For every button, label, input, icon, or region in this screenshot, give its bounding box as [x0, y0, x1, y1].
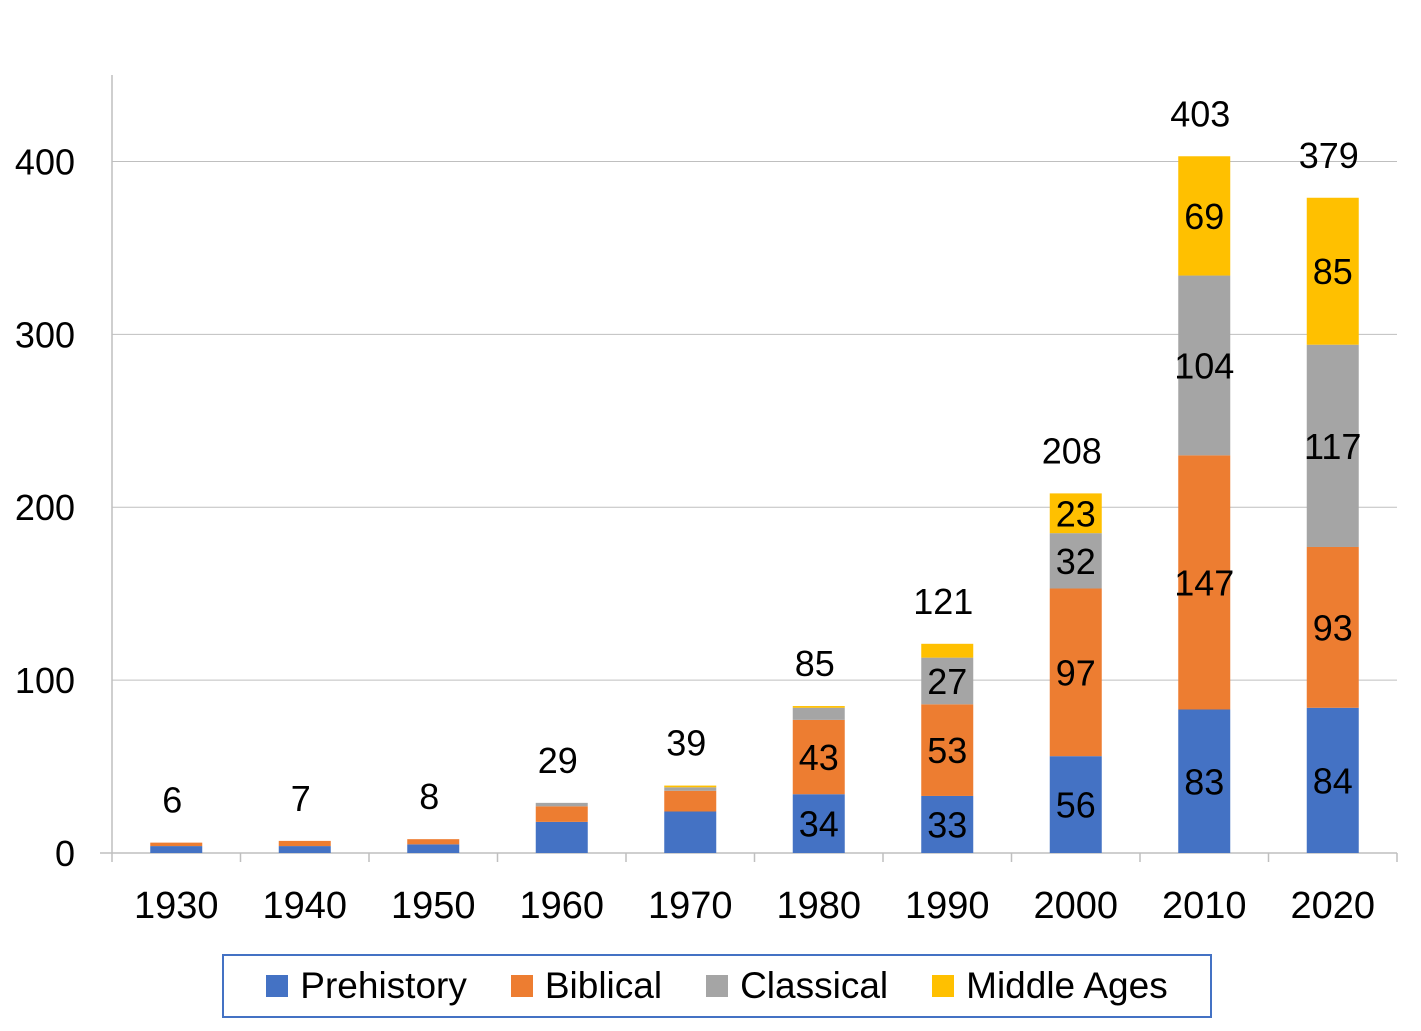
legend-item-middle-ages: Middle Ages — [932, 965, 1168, 1007]
legend-label: Biblical — [544, 965, 663, 1006]
segment-data-label: 97 — [1056, 652, 1096, 693]
bar-segment — [535, 802, 588, 807]
bar-segment — [792, 794, 845, 853]
segment-data-label: 93 — [1313, 607, 1353, 648]
bar-segment — [278, 840, 331, 847]
bar-segment — [664, 790, 717, 812]
x-tick-label: 1990 — [905, 885, 990, 927]
segment-data-label: 43 — [799, 737, 839, 778]
x-tick-label: 2000 — [1033, 885, 1118, 927]
bar-segment — [1049, 756, 1102, 853]
bars — [150, 156, 1359, 853]
bar-segment — [664, 811, 717, 853]
segment-data-label: 83 — [1184, 761, 1224, 802]
y-axis: 0 100 200 300 400 — [15, 75, 113, 874]
x-tick-label: 2020 — [1290, 885, 1375, 927]
total-data-label: 85 — [795, 643, 835, 684]
y-tick-label: 200 — [15, 487, 75, 528]
data-labels: 6 7 8 29 39 34 43 85 33 53 27 121 56 97 32 23 208 83 147 10… — [162, 93, 1361, 845]
bar-segment — [278, 846, 331, 853]
bar-segment — [1178, 455, 1231, 710]
bar-segment — [1049, 588, 1102, 757]
total-data-label: 29 — [538, 740, 578, 781]
legend-swatch — [932, 975, 955, 997]
bar-segment — [535, 821, 588, 853]
bar-segment — [921, 657, 974, 705]
legend-item-classical: Classical — [706, 965, 888, 1007]
y-tick-label: 0 — [55, 833, 75, 874]
total-data-label: 6 — [162, 780, 182, 821]
bar-segment — [792, 707, 845, 720]
y-tick-label: 300 — [15, 314, 75, 355]
bar-segment — [921, 643, 974, 658]
x-tick-label: 1950 — [391, 885, 476, 927]
legend-swatch — [706, 975, 729, 997]
segment-data-label: 56 — [1056, 785, 1096, 826]
segment-data-label: 27 — [927, 661, 967, 702]
segment-data-label: 84 — [1313, 760, 1353, 801]
bar-segment — [921, 795, 974, 853]
legend-label: Classical — [740, 965, 889, 1006]
segment-data-label: 104 — [1174, 345, 1234, 386]
segment-data-label: 85 — [1313, 251, 1353, 292]
legend-item-biblical: Biblical — [510, 965, 663, 1007]
x-tick-label: 2010 — [1162, 885, 1247, 927]
x-tick-label: 1930 — [134, 885, 219, 927]
bar-segment — [792, 706, 845, 708]
bar-segment — [1049, 533, 1102, 589]
segment-data-label: 33 — [927, 804, 967, 845]
segment-data-label: 147 — [1174, 562, 1234, 603]
segment-data-label: 69 — [1184, 196, 1224, 237]
bar-segment — [664, 785, 717, 788]
x-axis: 1930 1940 1950 1960 1970 1980 1990 2000 2010 2020 — [100, 852, 1398, 927]
segment-data-label: 117 — [1304, 426, 1361, 467]
legend-label: Prehistory — [300, 965, 467, 1006]
legend-label: Middle Ages — [966, 965, 1168, 1006]
bar-segment — [1178, 709, 1231, 853]
bar-segment — [1306, 546, 1359, 708]
x-tick-label: 1960 — [519, 885, 604, 927]
segment-data-label: 53 — [927, 730, 967, 771]
segment-data-label: 23 — [1056, 493, 1096, 534]
x-tick-label: 1980 — [776, 885, 861, 927]
total-data-label: 39 — [666, 723, 706, 764]
bar-segment — [150, 842, 203, 847]
total-data-label: 403 — [1170, 93, 1230, 134]
bar-segment — [407, 844, 460, 853]
bar-segment — [921, 704, 974, 796]
x-tick-label: 1940 — [262, 885, 347, 927]
x-tick-label: 1970 — [648, 885, 733, 927]
segment-data-label: 32 — [1056, 541, 1096, 582]
segment-data-label: 34 — [799, 804, 839, 845]
total-data-label: 379 — [1299, 135, 1359, 176]
total-data-label: 208 — [1042, 430, 1102, 471]
legend: Prehistory Biblical Classical Middle Age… — [222, 954, 1212, 1018]
legend-swatch — [510, 975, 533, 997]
legend-swatch — [266, 975, 289, 997]
legend-item-prehistory: Prehistory — [266, 965, 467, 1007]
total-data-label: 8 — [419, 776, 439, 817]
y-tick-label: 400 — [15, 141, 75, 182]
total-data-label: 7 — [291, 778, 311, 819]
bar-segment — [664, 787, 717, 791]
bar-segment — [1049, 493, 1102, 534]
bar-segment — [1306, 197, 1359, 345]
bar-segment — [150, 846, 203, 853]
bar-segment — [1306, 344, 1359, 547]
bar-segment — [1178, 156, 1231, 276]
y-tick-label: 100 — [15, 660, 75, 701]
total-data-label: 121 — [913, 581, 973, 622]
bar-segment — [792, 719, 845, 795]
bar-segment — [1178, 275, 1231, 456]
bar-segment — [407, 839, 460, 845]
bar-segment — [1306, 707, 1359, 853]
bar-segment — [535, 806, 588, 822]
